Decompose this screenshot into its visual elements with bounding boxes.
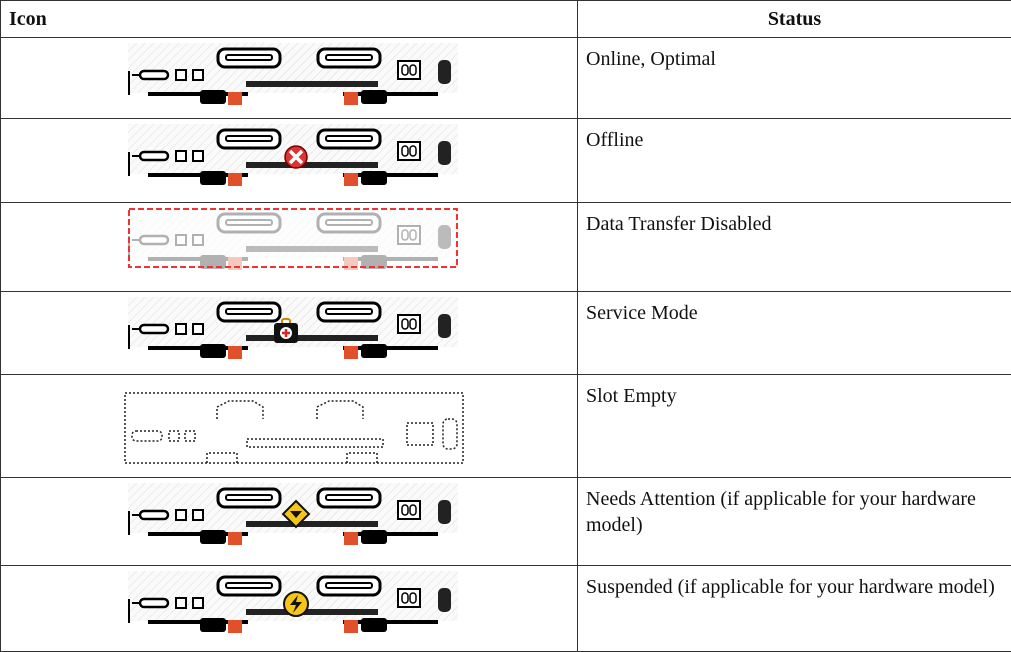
status-cell: Suspended (if applicable for your hardwa… [577,565,1011,652]
icon-disabled [128,208,458,270]
header-cell: Icon [0,0,578,38]
icon-cell [0,118,578,203]
status-cell: Online, Optimal [577,37,1011,119]
icon-cell [0,202,578,292]
icon-cell [0,37,578,119]
row: Data Transfer Disabled [0,202,1011,292]
row: Suspended (if applicable for your hardwa… [0,565,1011,652]
icon-optimal [128,43,458,105]
header-row: Icon Status [0,0,1011,38]
icon-empty [124,392,464,464]
status-cell: Data Transfer Disabled [577,202,1011,292]
icon-cell [0,565,578,652]
header-cell: Status [577,0,1011,38]
row: Service Mode [0,291,1011,375]
row: Needs Attention (if applicable for your … [0,477,1011,566]
icon-cell [0,291,578,375]
status-cell: Service Mode [577,291,1011,375]
status-cell: Needs Attention (if applicable for your … [577,477,1011,566]
icon-cell [0,374,578,478]
icon-attention [128,483,458,545]
status-cell: Offline [577,118,1011,203]
row: Offline [0,118,1011,203]
icon-cell [0,477,578,566]
icon-offline [128,124,458,186]
row: Slot Empty [0,374,1011,478]
icon-suspended [128,571,458,633]
row: Online, Optimal [0,37,1011,119]
icon-service [128,297,458,359]
status-cell: Slot Empty [577,374,1011,478]
